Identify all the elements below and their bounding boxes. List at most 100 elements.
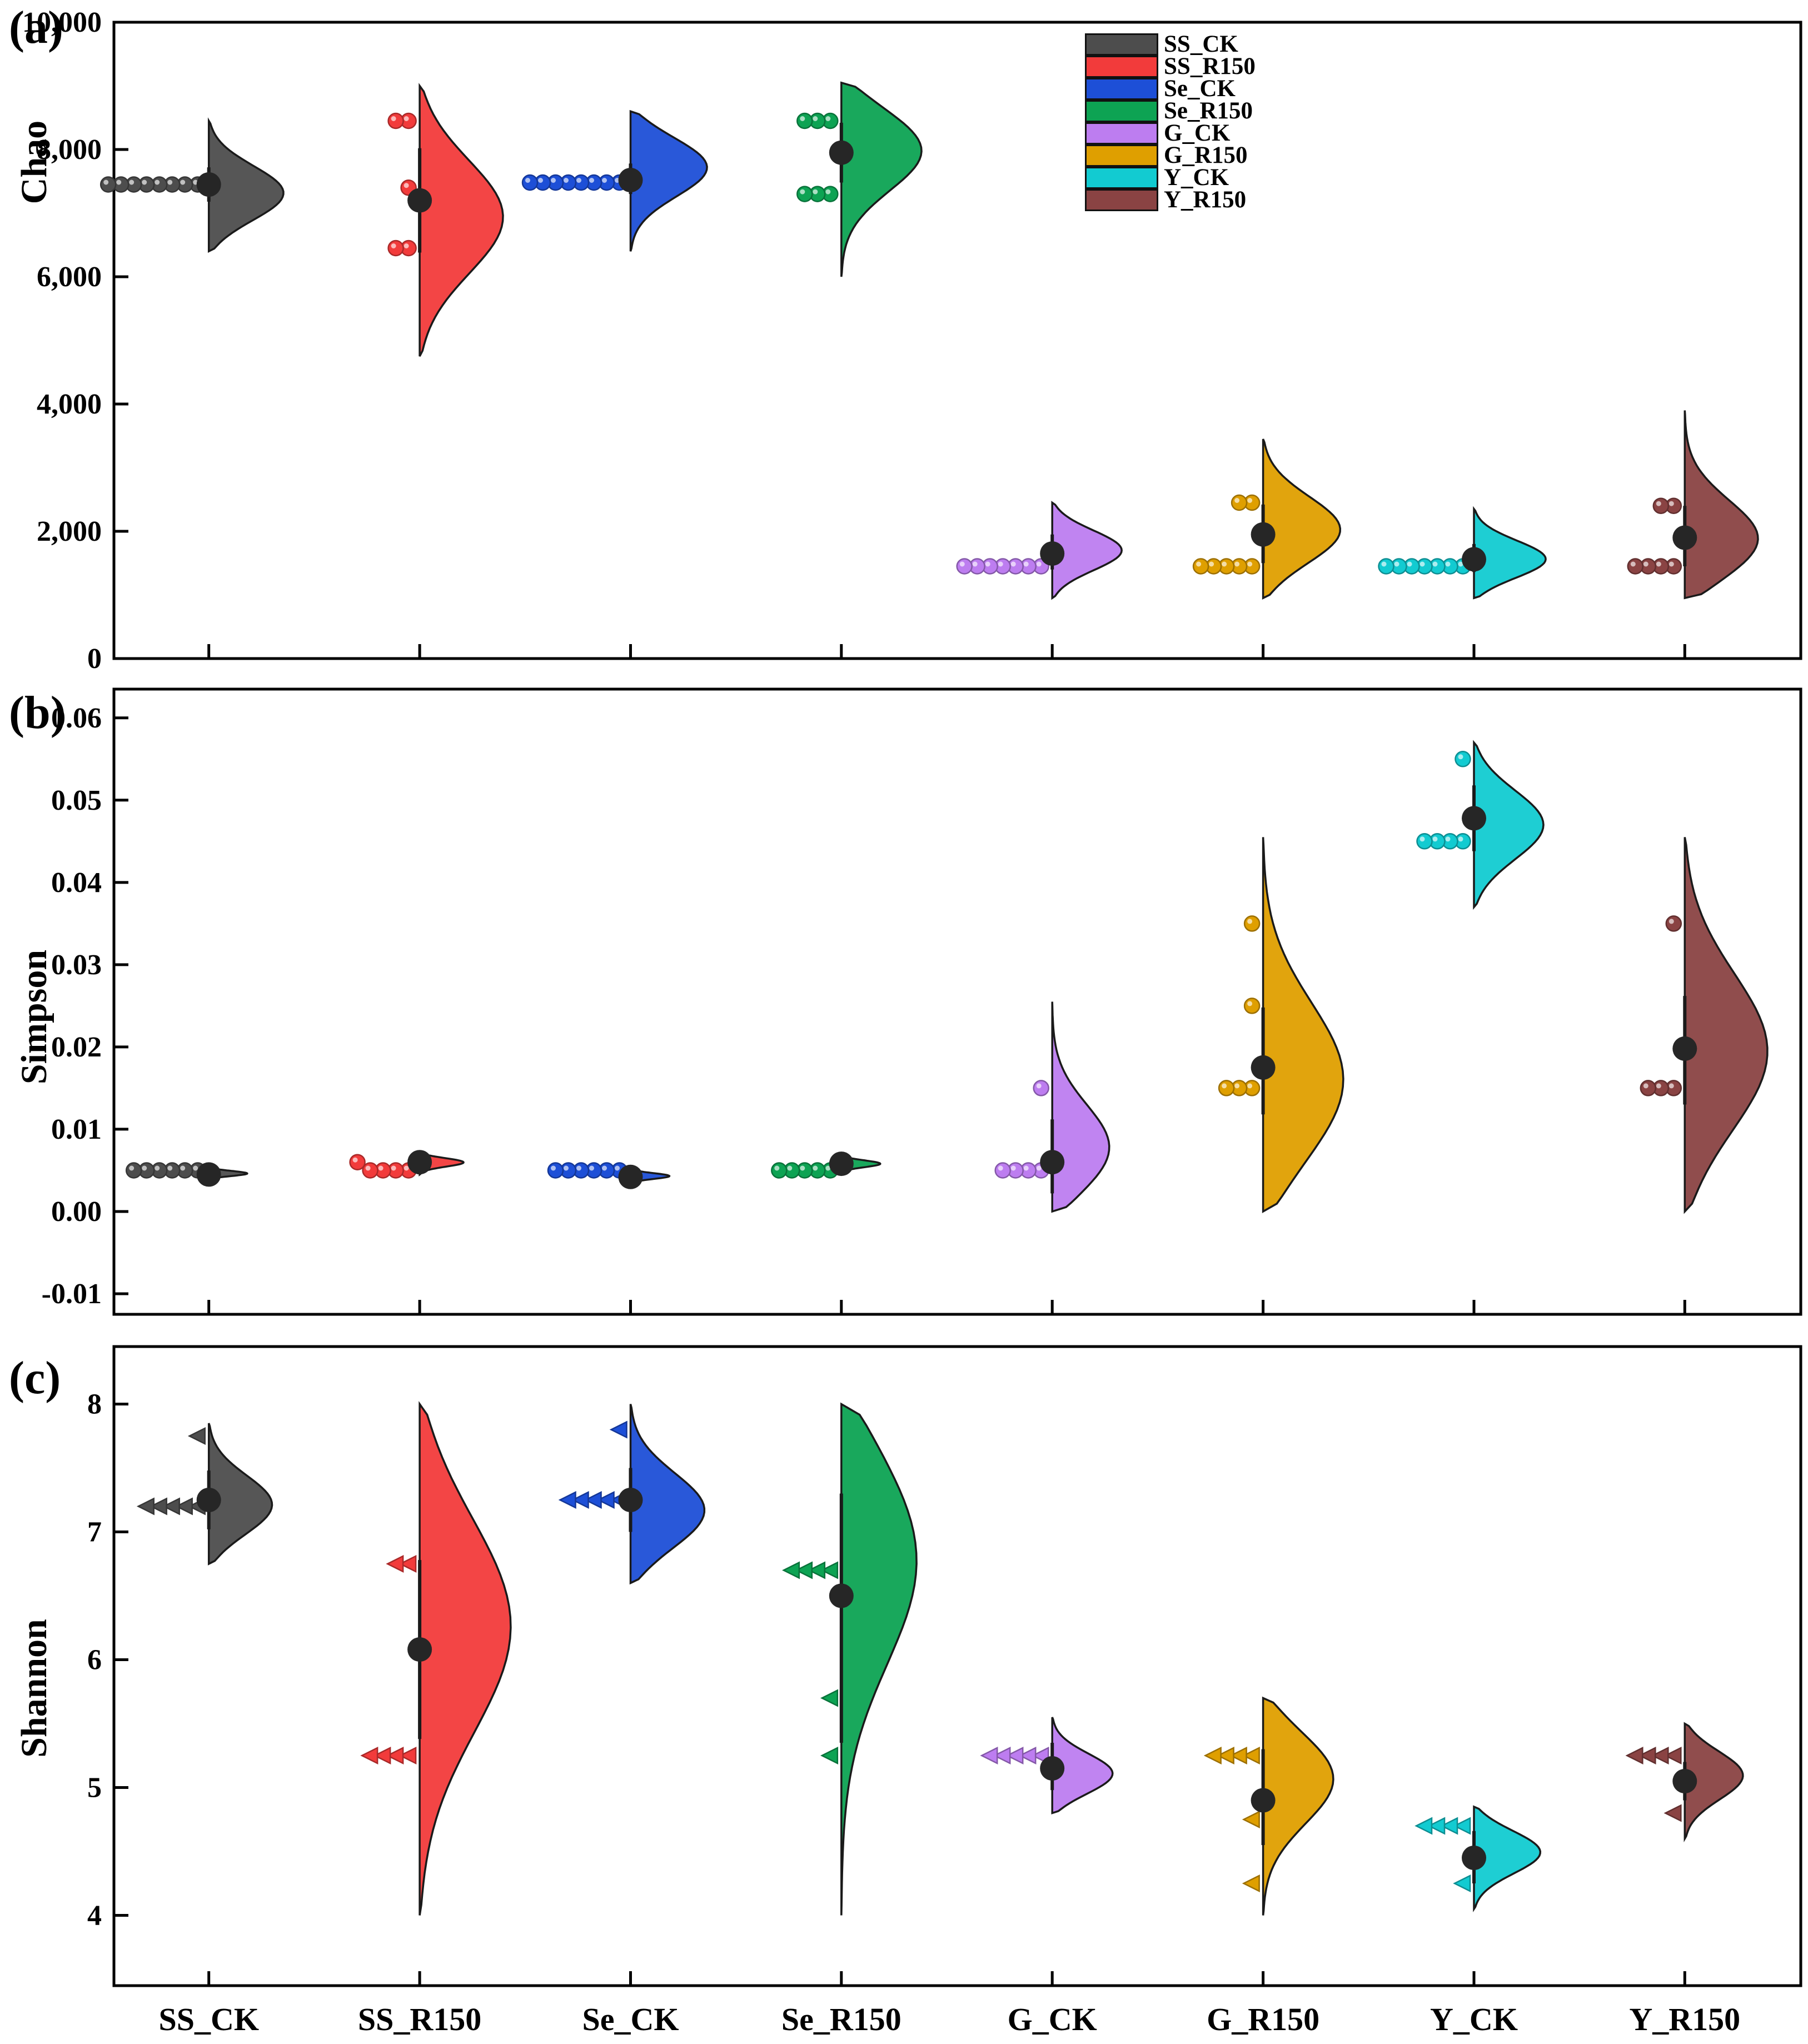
- mean-marker-G_R150: [1251, 1788, 1276, 1813]
- data-point-Se_R150: [771, 1162, 788, 1179]
- data-point-highlight: [525, 178, 530, 183]
- violin-G_CK: [1051, 1717, 1114, 1814]
- data-point-G_R150: [1242, 1874, 1260, 1893]
- data-point-highlight: [1196, 561, 1202, 567]
- y-tick-label: 0.03: [51, 949, 102, 981]
- data-point-highlight: [1643, 1083, 1648, 1089]
- data-point-highlight: [813, 189, 818, 195]
- data-point-Y_CK: [1453, 1817, 1471, 1835]
- violin-Y_CK: [1473, 740, 1545, 910]
- data-point-SS_R150: [399, 1746, 417, 1765]
- data-point-highlight: [391, 116, 396, 121]
- data-point-highlight: [1458, 836, 1463, 842]
- data-point-SS_R150: [387, 112, 404, 129]
- data-point-SS_CK: [162, 1497, 180, 1515]
- data-point-highlight: [825, 116, 831, 121]
- mean-marker-Se_CK: [618, 1164, 643, 1189]
- data-point-highlight: [551, 178, 556, 183]
- simpson-raincloud-plot: -0.01 0.00 0.01 0.02 0.03 0.04 0.05 0.06: [42, 687, 1802, 1316]
- y-axis-title-shannon: Shannon: [14, 1619, 54, 1758]
- data-point-highlight: [959, 561, 965, 567]
- data-point-Se_CK: [571, 1490, 589, 1509]
- y-tick-label: 6: [87, 1644, 102, 1676]
- violin-Y_R150: [1684, 410, 1759, 600]
- data-point-Y_CK: [1440, 1817, 1458, 1835]
- y-tick-label: 0.04: [51, 867, 102, 899]
- data-point-highlight: [1010, 561, 1016, 567]
- violin-SS_R150: [419, 1400, 512, 1916]
- violin-G_CK: [1051, 1001, 1110, 1213]
- data-point-highlight: [1445, 561, 1451, 567]
- data-point-Y_R150: [1665, 915, 1682, 932]
- data-point-highlight: [155, 1165, 160, 1171]
- y-tick-label: 0.06: [51, 702, 102, 734]
- y-tick-label: 0.05: [51, 785, 102, 816]
- data-point-G_CK: [1005, 1746, 1024, 1765]
- data-point-Y_R150: [1651, 1746, 1669, 1765]
- mean-marker-G_R150: [1251, 1055, 1276, 1080]
- panel-chao: (a) Chao 0 2,000 4,000 6,000 8,000 10,000 SS_…: [0, 0, 1808, 675]
- data-point-G_R150: [1231, 494, 1248, 511]
- data-point-highlight: [1432, 561, 1438, 567]
- data-point-SS_CK: [136, 1497, 155, 1515]
- mean-marker-SS_R150: [407, 1150, 432, 1175]
- data-point-highlight: [129, 180, 135, 185]
- data-point-Se_R150: [796, 112, 813, 129]
- data-point-highlight: [1432, 836, 1438, 842]
- data-point-highlight: [825, 189, 831, 195]
- data-point-Se_CK: [521, 174, 539, 191]
- y-tick-label: 8,000: [37, 134, 102, 166]
- data-point-SS_R150: [386, 1746, 404, 1765]
- data-point-highlight: [813, 116, 818, 121]
- y-tick-label: 0: [87, 643, 102, 675]
- shannon-raincloud-plot: 4 5 6 7 8 SS_CK SS_R150 Se_CK Se_R150 G_CK G_R150 Y…: [87, 1345, 1802, 2037]
- data-point-highlight: [404, 243, 409, 248]
- data-point-highlight: [129, 1165, 135, 1171]
- axis-box: [112, 21, 1802, 660]
- data-point-G_CK: [994, 1162, 1011, 1179]
- violin-G_R150: [1262, 438, 1342, 600]
- data-point-highlight: [1247, 919, 1253, 924]
- data-point-highlight: [1668, 501, 1674, 506]
- violin-Se_R150: [840, 81, 923, 277]
- x-category-label: Y_R150: [1629, 2001, 1740, 2037]
- data-point-highlight: [1458, 561, 1463, 567]
- x-category-label: Se_R150: [781, 2001, 901, 2037]
- data-point-Se_R150: [808, 1561, 826, 1579]
- data-point-highlight: [404, 116, 409, 121]
- data-point-highlight: [576, 178, 581, 183]
- data-point-G_R150: [1218, 1080, 1235, 1096]
- data-point-highlight: [142, 1165, 147, 1171]
- panel-letter-c: (c): [9, 1352, 61, 1404]
- mean-marker-SS_CK: [196, 1162, 221, 1187]
- violin-G_R150: [1262, 1696, 1334, 1916]
- data-point-highlight: [180, 180, 186, 185]
- data-point-SS_R150: [399, 1554, 417, 1573]
- data-point-Y_R150: [1627, 558, 1644, 575]
- data-point-highlight: [1247, 498, 1253, 503]
- data-point-highlight: [1643, 561, 1648, 567]
- data-point-highlight: [193, 1165, 198, 1171]
- data-point-Se_R150: [820, 1746, 839, 1765]
- data-point-G_R150: [1242, 1746, 1260, 1765]
- data-point-highlight: [551, 1165, 556, 1171]
- y-tick-label: 2,000: [37, 516, 102, 547]
- data-point-G_R150: [1216, 1746, 1234, 1765]
- data-point-Se_CK: [547, 1162, 564, 1179]
- data-point-highlight: [1023, 1165, 1029, 1171]
- violin-Y_CK: [1473, 506, 1547, 600]
- data-point-highlight: [1036, 561, 1042, 567]
- panel-shannon: (c) Shannon 4 5 6 7 8 SS_CK SS_R150 Se_CK Se_R15…: [0, 1333, 1808, 2044]
- data-point-Y_R150: [1625, 1746, 1643, 1765]
- data-point-highlight: [1023, 561, 1029, 567]
- data-point-highlight: [1656, 561, 1661, 567]
- data-point-highlight: [1630, 561, 1636, 567]
- data-point-highlight: [1419, 561, 1425, 567]
- data-point-highlight: [404, 1165, 409, 1171]
- data-point-highlight: [825, 1165, 831, 1171]
- data-point-highlight: [985, 561, 990, 567]
- data-point-Se_R150: [782, 1561, 800, 1579]
- x-category-label: G_R150: [1207, 2001, 1319, 2037]
- data-point-highlight: [1381, 561, 1387, 567]
- violin-G_R150: [1262, 837, 1344, 1214]
